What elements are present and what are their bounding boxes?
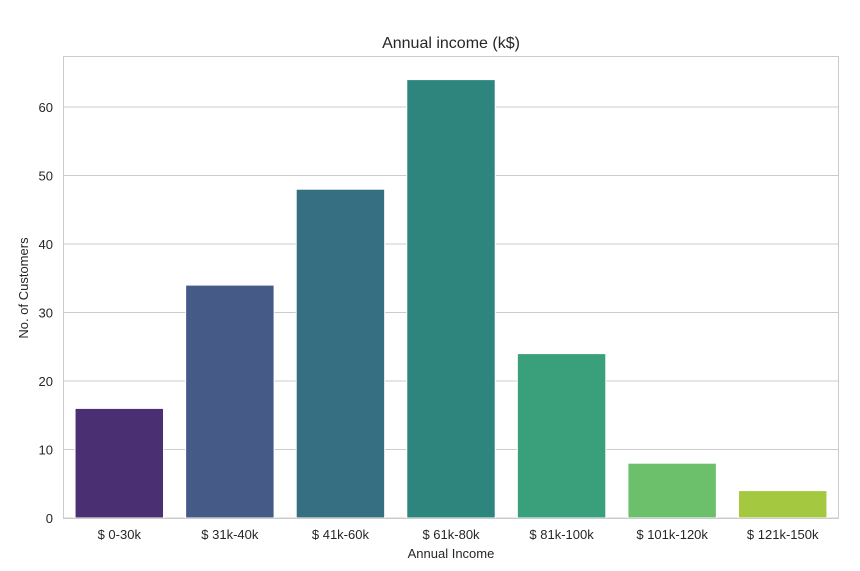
bar [516,353,607,519]
bars-group [74,79,828,519]
x-tick-label: $ 31k-40k [201,527,259,542]
x-tick-labels: $ 0-30k $ 31k-40k $ 41k-60k $ 61k-80k $ 81k-… [98,527,819,542]
y-tick-labels: 0 10 20 30 40 50 60 [39,100,53,526]
bar [737,490,828,519]
chart-title: Annual income (k$) [382,35,520,52]
bar [74,407,165,519]
bar [627,462,717,519]
y-tick-label: 20 [39,374,53,389]
bar [185,284,275,519]
x-axis-title: Annual Income [408,546,495,561]
x-tick-label: $ 61k-80k [422,527,480,542]
y-tick-label: 60 [39,100,53,115]
y-tick-label: 0 [46,511,53,526]
y-tick-label: 40 [39,237,53,252]
y-tick-label: 50 [39,169,53,184]
plot-frame [63,56,839,519]
x-tick-label: $ 101k-120k [636,527,708,542]
x-tick-label: $ 81k-100k [529,527,594,542]
bar [406,79,496,519]
y-axis-title: No. of Customers [16,237,31,339]
bar [295,188,386,519]
x-tick-label: $ 0-30k [98,527,142,542]
x-tick-label: $ 121k-150k [747,527,819,542]
y-tick-label: 10 [39,443,53,458]
x-tick-label: $ 41k-60k [312,527,370,542]
y-tick-label: 30 [39,306,53,321]
